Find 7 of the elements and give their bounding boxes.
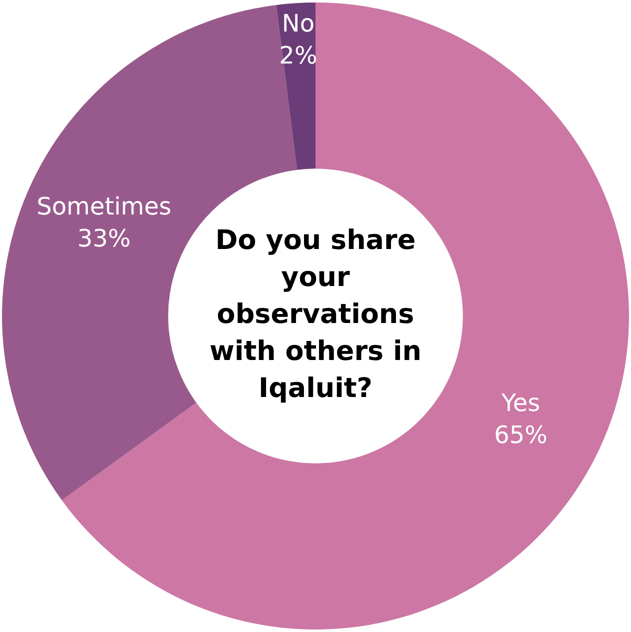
- data-label: 2%: [279, 41, 318, 70]
- text: Do you share your observations with others in Iqaluit?: [210, 225, 422, 404]
- data-label: 65%: [494, 420, 548, 449]
- slice-label: Yes: [500, 388, 540, 417]
- slice-label: No: [282, 9, 315, 38]
- slice-label: Sometimes: [36, 192, 172, 221]
- data-label: 33%: [77, 224, 131, 253]
